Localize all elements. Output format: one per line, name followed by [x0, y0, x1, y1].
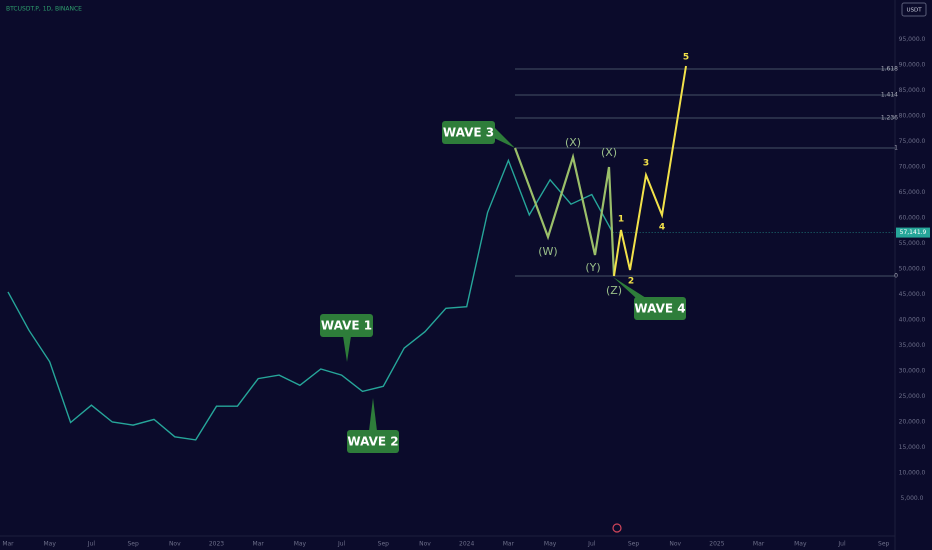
- x-tick-label: May: [294, 541, 307, 548]
- last-price-label: 57,141.9: [900, 229, 927, 236]
- x-tick-label: Nov: [169, 541, 181, 548]
- corrective-label: (Y): [585, 261, 600, 274]
- currency-button[interactable]: [901, 2, 927, 17]
- impulse-label: 3: [643, 159, 649, 169]
- y-tick-label: 30,000.0: [899, 368, 926, 375]
- y-tick-label: 85,000.0: [899, 87, 926, 94]
- x-tick-label: 2023: [209, 541, 224, 548]
- wave-label: WAVE 1: [321, 319, 372, 333]
- y-tick-label: 70,000.0: [899, 164, 926, 171]
- price-line: [7, 158, 614, 441]
- x-tick-label: Jul: [87, 541, 96, 548]
- x-tick-label: Jul: [587, 541, 596, 548]
- wave-2-callout: WAVE 2: [347, 398, 399, 453]
- last-price-tag: [896, 227, 930, 238]
- corrective-label: (Z): [606, 284, 622, 297]
- y-tick-label: 45,000.0: [899, 291, 926, 298]
- x-tick-label: Nov: [419, 541, 431, 548]
- logo-icon[interactable]: [612, 523, 622, 533]
- x-tick-label: 2024: [459, 541, 474, 548]
- y-tick-label: 65,000.0: [899, 189, 926, 196]
- y-tick-label: 35,000.0: [899, 342, 926, 349]
- y-tick-label: 5,000.0: [901, 495, 924, 502]
- currency-label: USDT: [906, 8, 922, 14]
- fib-label: 1.236: [881, 115, 898, 122]
- x-tick-label: Mar: [253, 541, 265, 548]
- x-tick-label: Mar: [2, 541, 14, 548]
- y-tick-label: 60,000.0: [899, 215, 926, 222]
- x-tick-label: 2025: [709, 541, 724, 548]
- y-tick-label: 80,000.0: [899, 113, 926, 120]
- x-tick-label: Sep: [378, 541, 390, 548]
- x-tick-label: Mar: [753, 541, 765, 548]
- y-tick-label: 40,000.0: [899, 317, 926, 324]
- x-tick-label: Jul: [337, 541, 346, 548]
- fib-label: 1.414: [881, 92, 898, 99]
- x-tick-label: May: [43, 541, 56, 548]
- impulse-path: [613, 65, 687, 277]
- x-tick-label: May: [544, 541, 557, 548]
- x-tick-label: May: [794, 541, 807, 548]
- y-tick-label: 90,000.0: [899, 62, 926, 69]
- wave-1-callout: WAVE 1: [320, 314, 373, 362]
- x-tick-label: Nov: [669, 541, 681, 548]
- wave-3-callout: WAVE 3: [442, 121, 515, 148]
- fib-label: 1: [894, 145, 898, 152]
- y-tick-label: 75,000.0: [899, 138, 926, 145]
- x-tick-label: Sep: [878, 541, 890, 548]
- wave-label: WAVE 2: [347, 435, 398, 449]
- x-tick-label: Sep: [628, 541, 640, 548]
- impulse-label: 1: [618, 215, 624, 225]
- corrective-label: (X): [565, 136, 581, 149]
- y-tick-label: 15,000.0: [899, 444, 926, 451]
- corrective-label: (X): [601, 146, 617, 159]
- corrective-path: [513, 147, 616, 277]
- impulse-label: 2: [628, 277, 634, 287]
- y-tick-label: 10,000.0: [899, 470, 926, 477]
- x-tick-label: Jul: [837, 541, 846, 548]
- corrective-label: (W): [538, 245, 557, 258]
- fib-label: 1.618: [881, 66, 898, 73]
- y-tick-label: 95,000.0: [899, 36, 926, 43]
- wave-label: WAVE 3: [443, 126, 494, 140]
- symbol-title: BTCUSDT.P, 1D, BINANCE: [6, 6, 82, 13]
- y-tick-label: 50,000.0: [899, 266, 926, 273]
- wave-4-callout: WAVE 4: [613, 277, 686, 320]
- impulse-label: 5: [683, 53, 689, 63]
- y-tick-label: 55,000.0: [899, 240, 926, 247]
- fib-levels: 1.618 1.414 1.236 1 0: [515, 66, 898, 280]
- fib-label: 0: [894, 273, 898, 280]
- impulse-label: 4: [659, 223, 665, 233]
- wave-label: WAVE 4: [634, 302, 685, 316]
- x-tick-label: Sep: [127, 541, 139, 548]
- x-tick-label: Mar: [503, 541, 515, 548]
- y-tick-label: 20,000.0: [899, 419, 926, 426]
- plot-area: [7, 158, 895, 441]
- y-tick-label: 25,000.0: [899, 393, 926, 400]
